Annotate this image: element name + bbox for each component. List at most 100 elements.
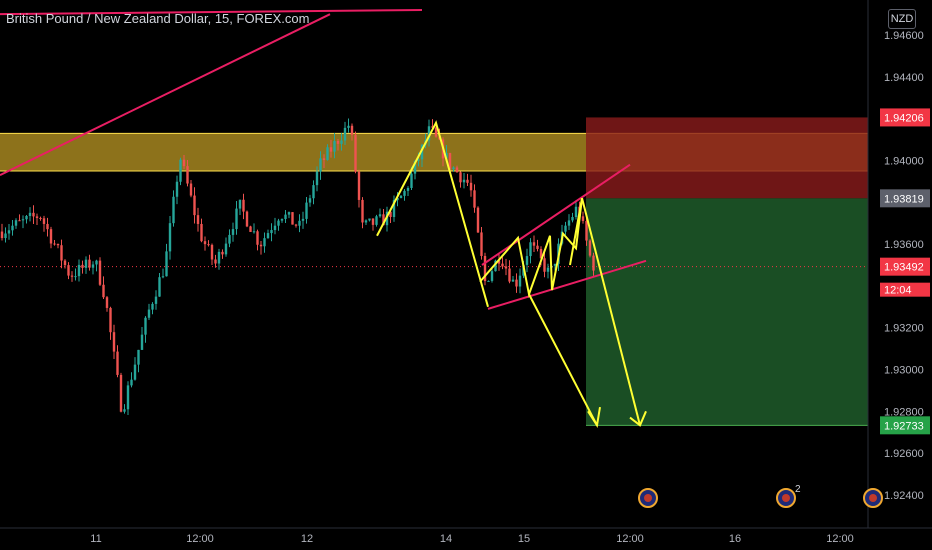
candle-body [88, 259, 91, 268]
candle-body [266, 233, 270, 239]
candle-body [14, 220, 18, 226]
candle-body [525, 256, 529, 265]
candle-body [147, 309, 151, 318]
candle-body [179, 159, 182, 182]
candle-body [354, 134, 357, 172]
price-badge-bg [880, 189, 930, 208]
candle-body [32, 212, 35, 217]
candle-body [84, 259, 88, 268]
arrow-head-2 [629, 410, 647, 427]
candle-body [137, 349, 140, 365]
candle-body [326, 147, 329, 161]
candle-body [301, 218, 305, 221]
candle-body [543, 258, 546, 272]
take-profit-zone [586, 198, 868, 426]
candle-body [39, 217, 42, 219]
candle-body [378, 214, 382, 217]
price-badge-label: 12:04 [884, 285, 912, 297]
candle-body [406, 187, 410, 191]
candle-body [399, 195, 403, 198]
candle-body [420, 144, 424, 160]
candle-body [284, 214, 287, 220]
candle-body [564, 225, 567, 232]
candle-body [256, 231, 259, 245]
candle-body [189, 183, 193, 196]
price-badge-stop-loss: 1.94206 [880, 108, 930, 127]
candle-body [350, 125, 354, 135]
head-pattern-line [376, 120, 489, 308]
x-tick-label: 12 [301, 533, 313, 545]
event-marker: 2 [776, 484, 801, 508]
candle-body [280, 219, 284, 221]
candle-body [49, 229, 53, 244]
flag-icon-center [644, 494, 652, 502]
channel-lower-line [487, 259, 647, 310]
candle-body [7, 230, 11, 234]
zigzag-pattern-line [479, 197, 583, 299]
candle-body [315, 171, 319, 186]
candle-body [56, 244, 60, 246]
candle-body [574, 206, 578, 218]
channel-upper-line [481, 163, 631, 266]
candle-body [242, 199, 245, 212]
y-tick-label: 1.94000 [884, 155, 924, 167]
candle-body [77, 264, 81, 277]
y-tick-label: 1.92800 [884, 406, 924, 418]
candle-body [116, 351, 119, 375]
candle-body [182, 159, 186, 167]
candle-body [109, 307, 112, 333]
x-tick-label: 12:00 [616, 533, 644, 545]
candle-body [333, 140, 336, 152]
candle-body [389, 211, 392, 217]
candle-body [368, 218, 371, 221]
candle-body [70, 275, 74, 277]
candle-body [63, 260, 67, 266]
candle-body [518, 275, 522, 287]
y-tick-label: 1.93000 [884, 365, 924, 377]
candle-body [60, 245, 63, 261]
candle-body [473, 190, 476, 208]
price-badge-label: 1.93819 [884, 193, 924, 205]
candle-body [231, 229, 235, 235]
candle-body [46, 223, 49, 230]
candle-body [168, 223, 172, 252]
candle-body [392, 200, 396, 217]
candle-body [105, 297, 109, 308]
candle-body [410, 173, 413, 188]
candle-body [329, 147, 333, 152]
candle-body [501, 263, 504, 267]
candle-body [371, 218, 375, 225]
candle-body [382, 214, 385, 226]
price-badge-entry: 1.93819 [880, 189, 930, 208]
candle-body [144, 317, 147, 335]
candle-body [123, 409, 126, 412]
stop-loss-zone [586, 117, 868, 199]
price-badge-current-price: 1.93492 [880, 257, 930, 276]
candle-body [427, 126, 431, 141]
currency-button[interactable]: NZD [888, 9, 916, 29]
candle-body [375, 216, 378, 225]
y-tick-label: 1.93600 [884, 239, 924, 251]
price-badge-label: 1.92733 [884, 420, 924, 432]
candle-body [91, 264, 95, 268]
candle-body [497, 260, 501, 264]
x-tick-label: 12:00 [186, 533, 214, 545]
x-tick-label: 15 [518, 533, 530, 545]
candle-body [459, 172, 462, 183]
candle-body [252, 231, 256, 233]
candle-body [448, 153, 452, 170]
candle-body [67, 265, 70, 276]
candle-body [217, 251, 221, 264]
symbol-title: British Pound / New Zealand Dollar, 15, … [6, 11, 310, 26]
candle-body [154, 296, 158, 304]
candle-body [305, 202, 308, 219]
candle-body [228, 234, 231, 244]
candle-body [221, 251, 224, 255]
candle-body [112, 332, 116, 352]
price-badge-bg [880, 416, 930, 435]
candle-body [130, 379, 133, 386]
candle-body [445, 153, 448, 159]
candle-body [462, 179, 466, 183]
